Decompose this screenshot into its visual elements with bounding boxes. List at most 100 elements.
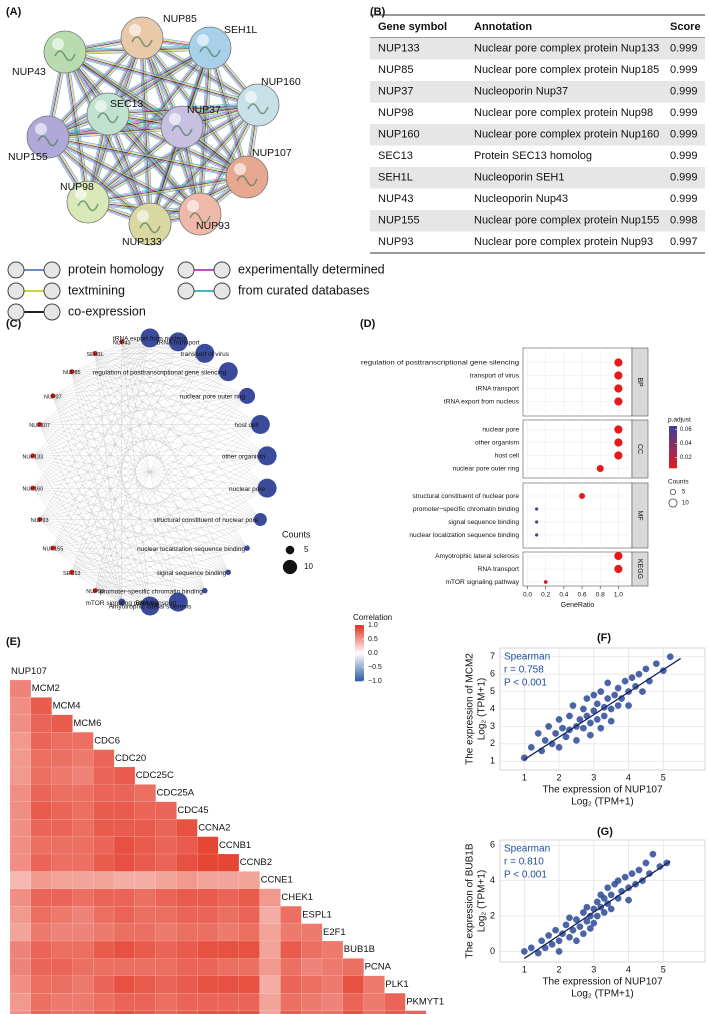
term-label: mTOR signaling pathway <box>86 600 159 607</box>
node-structure <box>247 103 269 115</box>
heatmap-cell <box>134 923 156 942</box>
cnet-edge <box>32 487 122 603</box>
colorbar-segment <box>355 645 364 648</box>
cnet-edge <box>52 519 261 549</box>
heatmap-cell <box>259 888 281 907</box>
point <box>597 724 605 732</box>
network-edge <box>46 138 200 217</box>
cnet-edge <box>39 395 248 425</box>
heatmap-cell <box>51 940 73 959</box>
heatmap-cell <box>9 836 32 855</box>
network-edge <box>105 115 199 216</box>
dot <box>614 438 623 447</box>
node-label: NUP160 <box>261 76 301 88</box>
point <box>548 940 556 948</box>
heatmap-cell <box>93 801 115 820</box>
legend-label: 10 <box>682 501 689 507</box>
y-tick-label: 1 <box>490 756 495 766</box>
heatmap-cell <box>51 766 73 785</box>
cnet-edge <box>94 371 229 591</box>
heatmap-cell <box>134 836 156 855</box>
dot <box>543 580 548 584</box>
y-axis-label: The expression of BUB1B <box>465 843 476 958</box>
cnet-edge <box>32 424 261 489</box>
heatmap-cell <box>134 888 156 907</box>
heatmap-label: PKMYT1 <box>406 996 444 1007</box>
point <box>569 702 577 709</box>
network-edge <box>65 50 259 105</box>
point <box>593 700 601 708</box>
cnet-edge <box>52 337 151 549</box>
node-structure <box>131 36 153 48</box>
legend-node <box>213 261 231 279</box>
heatmap-cell <box>93 871 115 890</box>
table-cell: SEC13 <box>378 150 413 162</box>
x-tick-label: 5 <box>661 964 666 974</box>
network-edge <box>46 137 150 226</box>
node-highlight <box>75 188 87 200</box>
heatmap-label: PLK1 <box>385 979 408 990</box>
dot <box>614 551 623 561</box>
cnet-edge <box>71 487 268 573</box>
point <box>628 870 636 877</box>
table-row-bg <box>370 210 705 232</box>
heatmap-cell <box>30 906 52 924</box>
heatmap-cell <box>259 923 281 942</box>
panel-label: (B) <box>370 6 386 18</box>
table-cell: NUP37 <box>378 86 413 98</box>
legend-node <box>177 282 195 300</box>
dot <box>535 533 539 537</box>
heatmap-cell <box>30 836 52 855</box>
legend-node <box>7 282 25 300</box>
term-label: host cell <box>495 452 520 459</box>
point <box>580 930 587 938</box>
table-cell: 0.998 <box>670 215 698 227</box>
heatmap-cell <box>113 958 136 977</box>
cnet-edge <box>71 353 206 573</box>
facet-strip <box>631 482 649 549</box>
node-structure <box>54 50 76 62</box>
cnet-edge <box>121 341 248 397</box>
facet-panel <box>522 347 633 417</box>
node-label: NUP85 <box>163 13 197 25</box>
heatmap-cell <box>197 993 219 1011</box>
term-node <box>239 387 256 404</box>
network-edge <box>48 134 248 176</box>
point <box>607 891 615 899</box>
heatmap-cell <box>134 958 156 977</box>
x-tick-label: 4 <box>626 964 631 974</box>
node-label: NUP98 <box>60 181 94 193</box>
heatmap-cell <box>301 975 323 994</box>
heatmap-cell <box>9 697 32 716</box>
cnet-edge <box>39 337 151 425</box>
heatmap-cell <box>51 993 73 1011</box>
legend-node <box>7 303 25 321</box>
facet-panel <box>522 482 633 549</box>
colorbar-segment <box>355 629 364 632</box>
point <box>527 743 535 751</box>
cnet-edge <box>71 572 205 591</box>
heatmap-cell <box>342 993 364 1011</box>
colorbar-segment <box>669 465 677 469</box>
heatmap-cell <box>93 766 115 785</box>
heatmap-cell <box>30 749 52 768</box>
x-tick-label: 4 <box>626 772 631 782</box>
panel-label: (E) <box>6 636 21 648</box>
table-cell: SEH1L <box>378 172 413 184</box>
point <box>555 948 563 955</box>
network-node <box>225 155 269 199</box>
term-label: other organism <box>222 454 265 461</box>
term-node <box>244 545 250 551</box>
cnet-edge <box>95 341 179 354</box>
heatmap-cell <box>280 993 302 1011</box>
heatmap-cell <box>259 940 281 959</box>
node-structure <box>139 222 161 234</box>
node-structure <box>171 125 193 137</box>
cnet-edge <box>52 341 179 397</box>
dot <box>614 564 623 574</box>
legend-size <box>669 488 676 495</box>
colorbar-segment <box>669 434 677 437</box>
cnet-edge <box>32 371 229 489</box>
gene-label: NUP43 <box>113 340 131 346</box>
heatmap-label: CDC20 <box>115 753 146 764</box>
